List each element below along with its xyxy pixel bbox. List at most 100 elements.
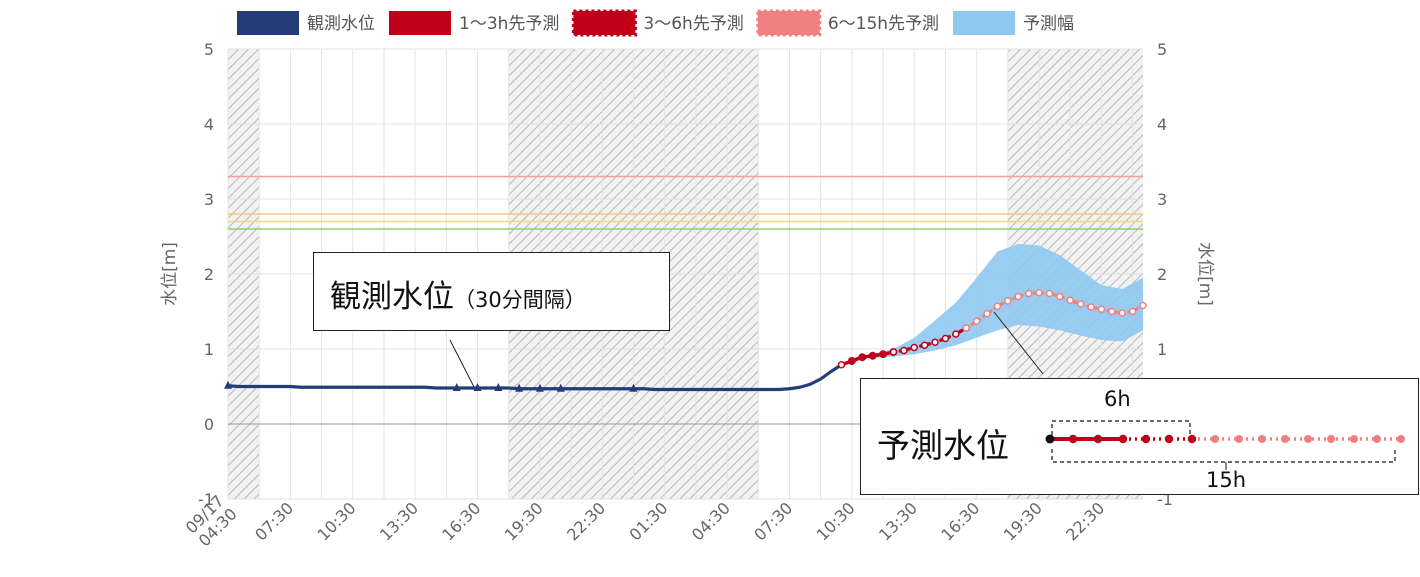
series-point — [1045, 289, 1054, 298]
series-point — [972, 317, 981, 325]
series-point — [1087, 303, 1095, 311]
x-tick-label: 09/1704:30 — [182, 491, 241, 550]
diagram-point — [1187, 434, 1197, 444]
series-point — [983, 310, 991, 318]
diagram-point — [1281, 435, 1289, 443]
observed-callout-pointer — [449, 339, 475, 388]
y-tick-label-left: 1 — [204, 340, 214, 359]
y-tick-label-right: 3 — [1157, 190, 1167, 209]
predicted-callout-title: 予測水位 — [877, 426, 1009, 465]
legend-item[interactable]: 1～3h先予測 — [389, 11, 559, 35]
series-point — [1014, 292, 1022, 301]
y-tick-label-left: 0 — [204, 415, 214, 434]
series-point — [847, 357, 856, 365]
observation-marker — [224, 380, 232, 389]
x-tick-label: 07:30 — [251, 498, 297, 544]
series-point — [1076, 300, 1085, 308]
series-point — [920, 341, 929, 349]
observed-level-callout: 観測水位（30分間隔） — [313, 252, 670, 331]
observed-callout-note: （30分間隔） — [454, 288, 586, 312]
diagram-point — [1397, 435, 1405, 443]
y-axis-title-left: 水位[m] — [160, 242, 180, 306]
series-point — [993, 302, 1002, 310]
series-point — [941, 334, 950, 343]
legend-label: 6～15h先予測 — [828, 14, 939, 34]
series-layer — [224, 289, 1147, 392]
y-tick-label-right: 4 — [1157, 115, 1167, 134]
series-point — [900, 346, 908, 355]
legend-label: 3～6h先予測 — [643, 14, 743, 34]
y-tick-label-right: 5 — [1157, 40, 1167, 59]
predicted-level-callout: 予測水位 6h 15h — [860, 378, 1419, 495]
series-point — [1056, 292, 1064, 301]
diagram-point — [1350, 435, 1358, 443]
series-point — [1024, 289, 1033, 298]
y-tick-label-left: -1 — [198, 490, 214, 509]
series-point — [1066, 296, 1074, 304]
y-tick-label-left: 3 — [204, 190, 214, 209]
forecast-start-point — [837, 361, 846, 369]
legend[interactable]: 観測水位 1～3h先予測 3～6h先予測 6～15h先予測 予測幅 — [237, 9, 1074, 37]
legend-item[interactable]: 観測水位 — [237, 11, 375, 35]
observation-marker — [629, 383, 638, 392]
x-tick-label: 10:30 — [314, 498, 360, 544]
x-tick-label: 04:30 — [688, 498, 734, 544]
series-point — [1097, 305, 1106, 313]
series-point — [962, 324, 970, 332]
bracket-6h — [1051, 420, 1191, 435]
series-point — [952, 330, 960, 338]
x-tick-label: 13:30 — [376, 498, 422, 544]
x-tick-label: 07:30 — [750, 498, 796, 544]
legend-swatch — [953, 11, 1016, 35]
x-tick-label: 16:30 — [937, 498, 983, 544]
series-point — [1139, 301, 1147, 310]
x-tick-label: 22:30 — [1062, 498, 1108, 544]
series-point — [858, 353, 867, 362]
observation-marker — [556, 383, 565, 392]
y-tick-label-left: 4 — [204, 115, 214, 134]
y-tick-label-left: 5 — [204, 40, 214, 59]
series-point — [868, 351, 877, 360]
observed-callout-text: 観測水位（30分間隔） — [330, 271, 586, 316]
forecast-band-layer — [851, 244, 1143, 360]
diagram-point — [1304, 435, 1312, 443]
threshold-lines-layer — [228, 175, 1143, 230]
prediction-callout-pointer — [993, 311, 1044, 375]
y-tick-label-right: 1 — [1157, 340, 1167, 359]
observation-marker — [452, 383, 461, 391]
diagram-point — [1211, 435, 1219, 443]
x-tick-label: 01:30 — [625, 498, 671, 544]
bracket-15h — [1051, 449, 1396, 463]
prediction-diagram — [1045, 420, 1407, 470]
diagram-point — [1258, 435, 1266, 443]
forecast-band — [851, 244, 1143, 360]
x-tick-label: 13:30 — [875, 498, 921, 544]
legend-item[interactable]: 予測幅 — [953, 11, 1074, 35]
series-line — [226, 363, 844, 392]
label-15h: 15h — [1206, 468, 1247, 492]
series-point — [910, 343, 918, 352]
diagram-point — [1118, 434, 1128, 444]
label-6h: 6h — [1104, 387, 1131, 411]
series-point — [889, 348, 898, 356]
x-tick-label: 19:30 — [1000, 498, 1046, 544]
legend-swatch — [756, 9, 822, 37]
legend-item[interactable]: 6～15h先予測 — [756, 9, 939, 37]
observed-callout-title: 観測水位 — [330, 279, 454, 315]
y-tick-label-left: 2 — [204, 265, 214, 284]
diagram-point — [1235, 435, 1243, 443]
x-tick-label: 22:30 — [563, 498, 609, 544]
diagram-point — [1327, 435, 1335, 443]
observation-marker — [473, 383, 482, 391]
legend-item[interactable]: 3～6h先予測 — [571, 9, 744, 37]
series-point — [879, 350, 888, 359]
x-tick-label: 19:30 — [501, 498, 547, 544]
diagram-point — [1164, 434, 1174, 444]
series-point — [931, 338, 939, 346]
series-point — [1035, 289, 1043, 297]
legend-swatch — [389, 11, 451, 35]
series-point — [1118, 309, 1126, 317]
observation-marker — [494, 383, 503, 391]
x-tick-label: 16:30 — [438, 498, 484, 544]
legend-swatch — [571, 9, 637, 37]
